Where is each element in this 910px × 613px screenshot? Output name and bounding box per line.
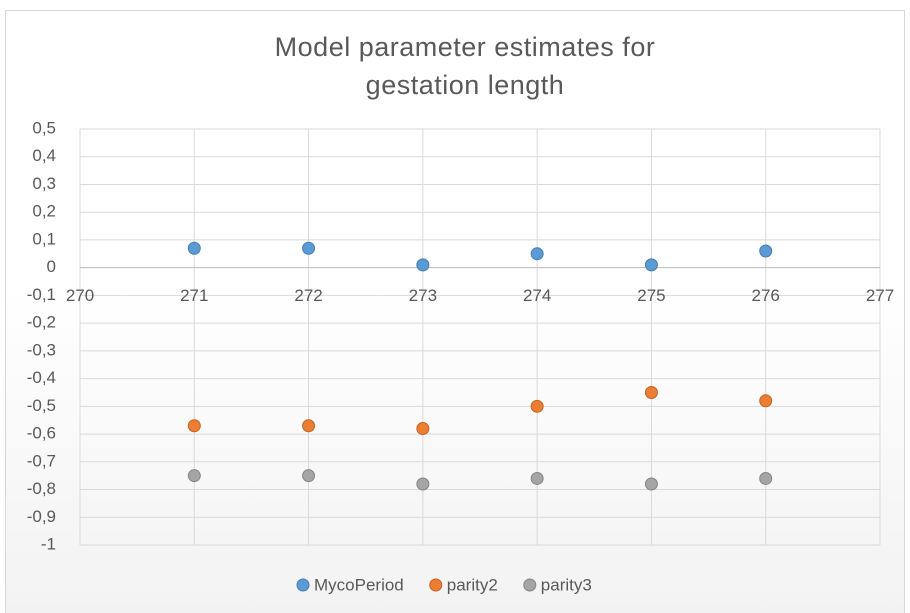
y-tick-label: -0,8 — [27, 479, 56, 498]
legend-marker — [523, 578, 537, 592]
marker — [530, 399, 544, 413]
marker — [644, 477, 658, 491]
y-tick-label: -0,6 — [27, 424, 56, 443]
chart-border — [5, 10, 905, 613]
y-tick-label: 0,4 — [32, 146, 56, 165]
x-tick-label: 272 — [294, 286, 322, 305]
y-tick-label: 0,1 — [32, 229, 56, 248]
y-tick-label: -0,9 — [27, 507, 56, 526]
y-tick-label: 0 — [47, 257, 56, 276]
y-tick-label: -0,2 — [27, 313, 56, 332]
legend-marker — [429, 578, 443, 592]
marker — [302, 419, 316, 433]
marker — [187, 419, 201, 433]
x-tick-label: 270 — [66, 286, 94, 305]
marker — [302, 469, 316, 483]
y-tick-label: 0,3 — [32, 174, 56, 193]
x-tick-label: 273 — [409, 286, 437, 305]
x-tick-label: 277 — [866, 286, 894, 305]
marker — [759, 471, 773, 485]
legend-label: MycoPeriod — [314, 575, 404, 594]
x-tick-label: 271 — [180, 286, 208, 305]
y-tick-label: -1 — [41, 534, 56, 553]
y-tick-label: -0,3 — [27, 340, 56, 359]
x-tick-label: 276 — [752, 286, 780, 305]
legend-label: parity2 — [447, 575, 498, 594]
y-tick-label: -0,1 — [27, 285, 56, 304]
legend-marker — [296, 578, 310, 592]
marker — [302, 241, 316, 255]
x-tick-label: 274 — [523, 286, 551, 305]
marker — [644, 385, 658, 399]
marker — [530, 247, 544, 261]
y-tick-label: 0,2 — [32, 202, 56, 221]
marker — [416, 422, 430, 436]
y-tick-label: 0,5 — [32, 118, 56, 137]
marker — [759, 244, 773, 258]
y-tick-label: -0,4 — [27, 368, 56, 387]
chart-title: Model parameter estimates for gestation … — [274, 32, 656, 100]
marker — [416, 258, 430, 272]
y-tick-label: -0,5 — [27, 396, 56, 415]
x-tick-label: 275 — [637, 286, 665, 305]
marker — [759, 394, 773, 408]
marker — [644, 258, 658, 272]
legend-label: parity3 — [541, 575, 592, 594]
y-tick-label: -0,7 — [27, 451, 56, 470]
marker — [187, 241, 201, 255]
marker — [416, 477, 430, 491]
marker — [187, 469, 201, 483]
marker — [530, 471, 544, 485]
